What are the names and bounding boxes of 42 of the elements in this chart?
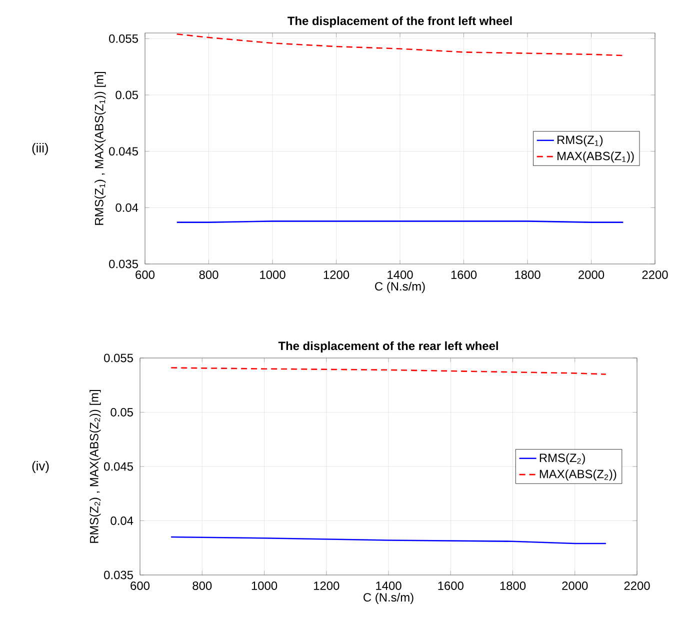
y-tick-label: 0.055	[109, 34, 138, 43]
x-tick-label: 1800	[515, 270, 540, 279]
x-tick-label: 2000	[578, 270, 604, 279]
legend-label: MAX(ABS(Z$_{2}$))	[540, 469, 616, 481]
x-tick-label: 1400	[376, 582, 402, 590]
y-axis-title: RMS(Z$_{2}$) , MAX(ABS(Z$_{2}$)) [m]	[90, 390, 101, 543]
x-tick-label: 1400	[388, 270, 413, 279]
legend-label: RMS(Z$_{2}$)	[540, 453, 585, 464]
x-tick-label: 600	[136, 270, 155, 279]
x-tick-label: 1200	[324, 270, 350, 279]
y-tick-label: 0.055	[104, 354, 133, 362]
x-axis-title: C (N.s/m)	[375, 282, 425, 293]
x-tick-label: 1000	[252, 582, 278, 590]
y-tick-label: 0.05	[116, 90, 138, 100]
chart-title: The displacement of the rear left wheel	[278, 341, 498, 352]
x-tick-label: 1000	[260, 270, 286, 279]
line-series	[176, 33, 624, 56]
x-tick-label: 1600	[438, 582, 464, 590]
y-tick-label: 0.05	[110, 408, 133, 416]
y-tick-label: 0.045	[104, 462, 133, 471]
x-tick-label: 1200	[314, 582, 340, 590]
x-axis-title: C (N.s/m)	[364, 592, 414, 604]
legend-label: MAX(ABS(Z$_{1}$))	[558, 151, 634, 163]
text: (iv)	[32, 460, 49, 474]
x-tick-label: 2200	[624, 582, 650, 590]
y-axis-title: RMS(Z$_{1}$) , MAX(ABS(Z$_{1}$)) [m]	[94, 72, 106, 225]
x-tick-label: 2200	[642, 270, 668, 279]
y-tick-label: 0.035	[104, 570, 133, 580]
x-tick-label: 1800	[500, 582, 526, 590]
legend-label: RMS(Z$_{1}$)	[558, 135, 603, 146]
chart-title: The displacement of the front left wheel	[288, 16, 512, 28]
y-tick-label: 0.045	[109, 147, 138, 156]
y-tick-label: 0.04	[116, 203, 138, 212]
x-tick-label: 2000	[562, 582, 588, 590]
line-series	[170, 536, 607, 544]
y-tick-label: 0.04	[110, 516, 134, 525]
x-tick-label: 800	[192, 582, 212, 590]
x-tick-label: 600	[130, 582, 150, 590]
text: (iii)	[32, 142, 48, 156]
x-tick-label: 800	[199, 270, 218, 279]
x-tick-label: 1600	[451, 270, 477, 279]
y-tick-label: 0.035	[109, 260, 138, 268]
